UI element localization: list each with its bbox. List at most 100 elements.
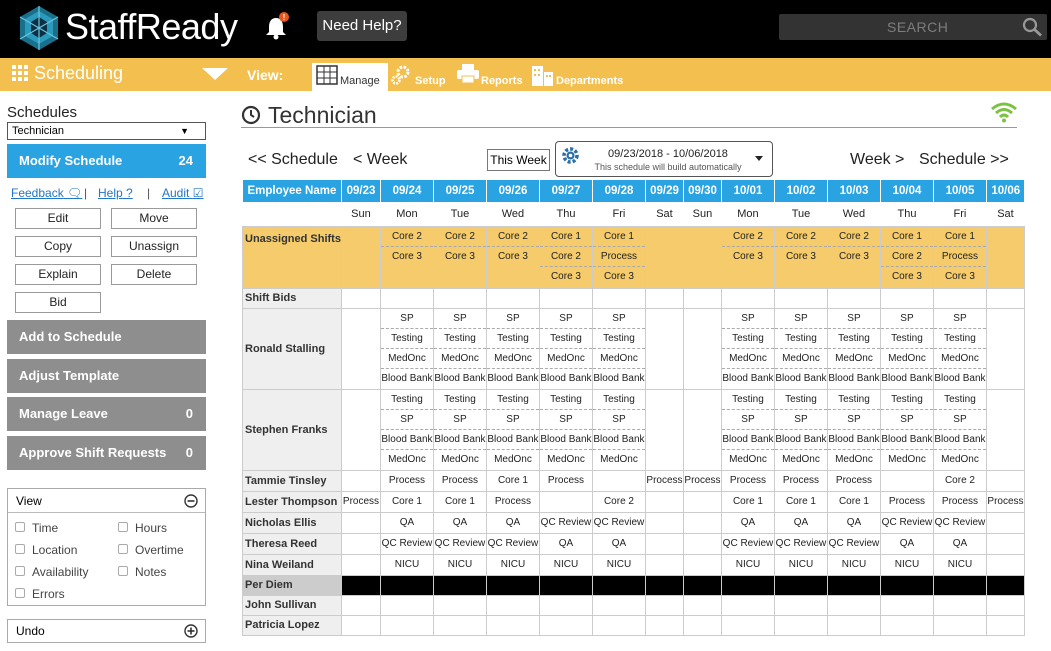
shift-entry[interactable]: QC Review xyxy=(881,516,933,528)
schedule-cell[interactable] xyxy=(644,490,684,513)
schedule-cell[interactable]: Testing SP Blood Bank MedOnc xyxy=(773,388,828,471)
shift-entry[interactable]: Testing xyxy=(593,329,645,349)
schedule-cell[interactable] xyxy=(879,574,934,596)
collapse-minus-icon[interactable] xyxy=(184,494,198,508)
shift-entry[interactable]: MedOnc xyxy=(600,453,638,465)
schedule-cell[interactable] xyxy=(644,553,684,576)
shift-entry[interactable]: Blood Bank xyxy=(540,430,592,450)
schedule-cell[interactable]: Core 1 xyxy=(773,490,828,513)
shift-entry[interactable]: MedOnc xyxy=(941,453,979,465)
shift-entry[interactable]: SP xyxy=(934,309,986,329)
schedule-cell[interactable] xyxy=(682,307,722,390)
schedule-cell[interactable] xyxy=(340,287,381,309)
schedule-cell[interactable]: NICU xyxy=(538,553,593,576)
schedule-cell[interactable]: Process xyxy=(720,469,775,492)
schedule-cell[interactable]: NICU xyxy=(432,553,487,576)
shift-entry[interactable]: QC Review xyxy=(540,516,592,528)
shift-entry[interactable]: SP xyxy=(828,410,880,430)
shift-entry[interactable]: SP xyxy=(934,410,986,430)
checkbox[interactable] xyxy=(118,566,128,576)
schedule-cell[interactable] xyxy=(340,574,381,596)
move-button[interactable]: Move xyxy=(111,208,197,229)
schedule-cell[interactable]: Core 1 xyxy=(379,490,434,513)
column-header-date[interactable]: 10/05 xyxy=(932,180,987,202)
schedule-cell[interactable]: Core 2 xyxy=(932,469,987,492)
shift-entry[interactable]: QA xyxy=(611,537,627,549)
shift-entry[interactable]: Blood Bank xyxy=(487,430,539,450)
tab-setup[interactable]: Setup xyxy=(391,64,447,91)
schedule-cell[interactable] xyxy=(644,574,684,596)
schedule-cell[interactable] xyxy=(879,594,934,616)
shift-entry[interactable]: Testing xyxy=(828,390,880,410)
schedule-cell[interactable] xyxy=(340,594,381,616)
shift-entry[interactable]: NICU xyxy=(735,558,761,570)
shift-entry[interactable]: Testing xyxy=(487,329,539,349)
shift-entry[interactable]: Core 3 xyxy=(891,270,922,282)
shift-entry[interactable]: Blood Bank xyxy=(934,430,986,450)
shift-entry[interactable]: SP xyxy=(881,309,933,329)
shift-entry[interactable]: SP xyxy=(881,410,933,430)
shift-entry[interactable]: Core 3 xyxy=(732,250,763,262)
shift-entry[interactable]: MedOnc xyxy=(547,453,585,465)
shift-entry[interactable]: Testing xyxy=(434,329,486,349)
schedule-cell[interactable] xyxy=(682,532,722,555)
shift-entry[interactable]: Blood Bank xyxy=(722,372,774,384)
shift-entry[interactable]: Process xyxy=(835,474,873,486)
shift-entry[interactable]: SP xyxy=(381,309,433,329)
shift-entry[interactable]: QA xyxy=(846,516,862,528)
schedule-cell[interactable]: Core 2 Core 3 xyxy=(379,225,434,289)
shift-entry[interactable]: Process xyxy=(934,247,986,267)
shift-entry[interactable]: Testing xyxy=(381,390,433,410)
schedule-cell[interactable]: Core 1 Core 2 Core 3 xyxy=(879,225,934,289)
shift-entry[interactable]: Testing xyxy=(934,329,986,349)
schedule-cell[interactable]: Process xyxy=(826,469,881,492)
shift-entry[interactable]: Core 3 xyxy=(785,250,816,262)
modify-schedule-button[interactable]: Modify Schedule 24 xyxy=(7,144,206,178)
schedule-cell[interactable] xyxy=(538,490,593,513)
shift-entry[interactable]: Process xyxy=(441,474,479,486)
shift-entry[interactable]: Blood Bank xyxy=(434,430,486,450)
column-header-date[interactable]: 09/29 xyxy=(644,180,684,202)
shift-entry[interactable]: Core 3 xyxy=(444,250,475,262)
checkbox[interactable] xyxy=(118,544,128,554)
schedule-cell[interactable]: Core 1 Process Core 3 xyxy=(591,225,646,289)
column-header-date[interactable]: 09/24 xyxy=(379,180,434,202)
shift-entry[interactable]: QC Review xyxy=(434,537,486,549)
date-range-dropdown[interactable]: 09/23/2018 - 10/06/2018 This schedule wi… xyxy=(555,141,773,177)
employee-name-cell[interactable]: Per Diem xyxy=(242,574,342,596)
schedule-cell[interactable] xyxy=(879,469,934,492)
shift-entry[interactable]: NICU xyxy=(553,558,579,570)
shift-entry[interactable]: Testing xyxy=(828,329,880,349)
shift-entry[interactable]: Testing xyxy=(881,329,933,349)
shift-entry[interactable]: NICU xyxy=(841,558,867,570)
schedule-cell[interactable]: Testing SP Blood Bank MedOnc xyxy=(379,388,434,471)
schedule-cell[interactable]: QA xyxy=(591,532,646,555)
schedule-cell[interactable] xyxy=(826,287,881,309)
help-link[interactable]: Help ? xyxy=(98,186,133,200)
schedule-cell[interactable] xyxy=(538,287,593,309)
shift-entry[interactable]: NICU xyxy=(894,558,920,570)
shift-entry[interactable]: Core 1 xyxy=(732,495,763,507)
shift-entry[interactable]: QA xyxy=(793,516,809,528)
shift-entry[interactable]: Blood Bank xyxy=(775,372,827,384)
shift-entry[interactable]: Core 2 xyxy=(881,247,933,267)
checkbox[interactable] xyxy=(15,544,25,554)
shift-entry[interactable]: Core 3 xyxy=(497,250,528,262)
schedule-cell[interactable]: NICU xyxy=(379,553,434,576)
shift-entry[interactable]: QA xyxy=(452,516,468,528)
schedule-cell[interactable] xyxy=(879,287,934,309)
employee-name-cell[interactable]: Shift Bids xyxy=(242,287,342,309)
schedule-cell[interactable]: QA xyxy=(485,511,540,534)
shift-entry[interactable]: SP xyxy=(487,309,539,329)
schedule-cell[interactable] xyxy=(682,574,722,596)
shift-entry[interactable]: SP xyxy=(593,309,645,329)
schedule-cell[interactable] xyxy=(932,594,987,616)
shift-entry[interactable]: MedOnc xyxy=(934,349,986,369)
shift-entry[interactable]: Core 2 xyxy=(828,227,880,247)
schedule-cell[interactable] xyxy=(538,614,593,636)
schedule-cell[interactable]: NICU xyxy=(485,553,540,576)
manage-leave-button[interactable]: Manage Leave 0 xyxy=(7,397,206,431)
schedule-cell[interactable]: QC Review xyxy=(379,532,434,555)
shift-entry[interactable]: MedOnc xyxy=(828,349,880,369)
schedule-cell[interactable]: NICU xyxy=(773,553,828,576)
